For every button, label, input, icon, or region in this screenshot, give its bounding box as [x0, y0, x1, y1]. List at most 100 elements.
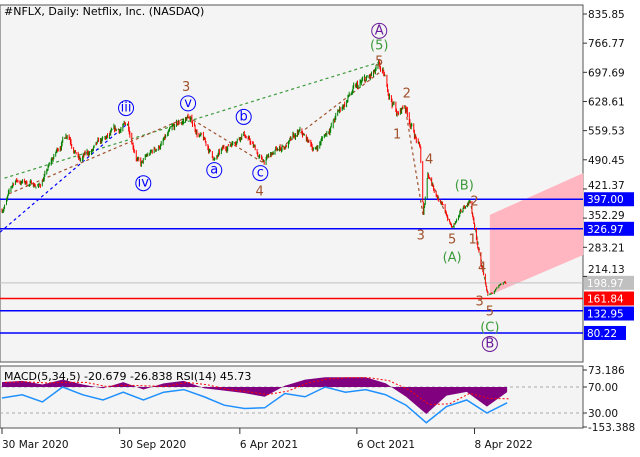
wave-label-group: (C) — [480, 320, 499, 335]
wave-label-group: 5 — [448, 233, 456, 248]
price-tick-label: 214.13 — [588, 264, 625, 276]
level-tag-label: 198.97 — [587, 278, 624, 290]
wave-label-group: v — [180, 95, 197, 112]
time-tick-label: 30 Sep 2020 — [120, 439, 187, 451]
wave-label-circle — [235, 108, 252, 125]
wave-label-circle — [118, 100, 135, 117]
wave-label: 3 — [475, 294, 483, 309]
price-tick-label: 766.77 — [588, 38, 625, 50]
wave-label-group: 5 — [486, 304, 494, 319]
wave-label: a — [210, 163, 218, 178]
time-tick-label: 8 Apr 2022 — [475, 439, 533, 451]
price-tick-label: 559.53 — [588, 126, 625, 138]
wave-label-group: c — [252, 165, 269, 182]
level-tag-label: 397.00 — [587, 194, 624, 206]
wave-label: 4 — [425, 152, 433, 167]
level-tag-label: 326.97 — [587, 224, 624, 236]
wave-label: (5) — [370, 39, 388, 54]
wave-label-group: a — [206, 162, 223, 179]
indicator-tick-label: -153.388 — [588, 422, 635, 434]
main-plot-background — [0, 4, 584, 363]
wave-label-group: 4 — [256, 185, 264, 200]
price-tick-label: 628.61 — [588, 96, 625, 108]
indicator-layer — [0, 377, 583, 424]
wave-label-group: (A) — [443, 250, 462, 265]
time-tick-label: 6 Oct 2021 — [357, 439, 415, 451]
level-tag-label: 80.22 — [587, 328, 617, 340]
wave-label-group: 2 — [470, 195, 478, 210]
wave-line — [8, 116, 189, 195]
wave-label: 4 — [478, 261, 486, 276]
wave-label-group: A — [371, 22, 388, 39]
level-tag — [584, 221, 634, 236]
level-tag — [584, 325, 626, 340]
wave-label-group: B — [481, 335, 498, 352]
macd-signal-line — [4, 377, 511, 405]
wave-label: (A) — [443, 250, 462, 265]
wave-label-circle — [135, 175, 152, 192]
wave-label: 5 — [448, 233, 456, 248]
time-tick-label: 6 Apr 2021 — [240, 439, 298, 451]
wave-label: 2 — [403, 87, 411, 102]
wave-label: iv — [138, 176, 150, 191]
wave-label-circle — [252, 165, 269, 182]
wave-label: iii — [121, 101, 132, 116]
channel-layer — [489, 173, 584, 296]
wave-line — [469, 199, 489, 297]
wave-line — [187, 116, 263, 163]
price-tick-label: 352.29 — [588, 210, 625, 222]
time-tick-label: 30 Mar 2020 — [2, 439, 69, 451]
price-tick-label: 283.21 — [588, 242, 625, 254]
wave-label-group: 4 — [478, 261, 486, 276]
level-tag-label: 132.95 — [587, 309, 624, 321]
wave-label-group: (B) — [455, 179, 474, 194]
wave-label: 3 — [182, 80, 190, 95]
indicator-label: MACD(5,34,5) -20.679 -26.838 RSI(14) 45.… — [4, 370, 251, 383]
wave-label: v — [184, 96, 192, 111]
target-channel — [489, 173, 584, 296]
wave-label: 3 — [417, 228, 425, 243]
level-tag — [584, 306, 634, 321]
wave-label: b — [240, 109, 248, 124]
wave-label: 5 — [486, 304, 494, 319]
wave-label: c — [257, 166, 264, 181]
wave-label-group: 3 — [475, 294, 483, 309]
wave-label-group: 1 — [393, 128, 401, 143]
candles — [1, 59, 507, 296]
wave-label-circle — [371, 22, 388, 39]
axis-layer: 397.00 326.97 198.97 161.84 132.95 80.22 835.8… — [1, 9, 635, 451]
indicator-tick-label: 70.00 — [588, 382, 618, 394]
price-tick-label: 697.69 — [588, 67, 625, 79]
wave-line — [404, 105, 424, 218]
level-tag — [584, 291, 634, 306]
level-tag-label: 161.84 — [587, 294, 624, 306]
wave-label: 2 — [470, 195, 478, 210]
levels-layer — [0, 198, 583, 334]
wave-label-group: iii — [118, 100, 135, 117]
wave-label-group: 4 — [425, 152, 433, 167]
wave-label: 1 — [393, 128, 401, 143]
level-tag — [584, 192, 634, 207]
chart-title: #NFLX, Daily: Netflix, Inc. (NASDAQ) — [4, 5, 204, 18]
wave-label: 5 — [375, 55, 383, 70]
level-tag — [584, 275, 634, 290]
wave-label: 1 — [468, 233, 476, 248]
price-tick-label: 835.85 — [588, 9, 625, 21]
wave-label-group: iv — [135, 175, 152, 192]
wave-label-circle — [180, 95, 197, 112]
wave-label-group: b — [235, 108, 252, 125]
wave-label-circle — [206, 162, 223, 179]
wave-label-group: 1 — [468, 233, 476, 248]
wave-label-group: 5 — [375, 55, 383, 70]
price-tick-label: 490.45 — [588, 155, 625, 167]
wave-label-group: 3 — [417, 228, 425, 243]
wave-label-circle — [481, 335, 498, 352]
macd-histogram — [2, 377, 508, 414]
wave-label: 4 — [256, 185, 264, 200]
wave-label: (B) — [455, 179, 474, 194]
wave-label: A — [375, 23, 384, 38]
wave-label: B — [485, 336, 494, 351]
indicator-tick-label: 30.00 — [588, 408, 618, 420]
